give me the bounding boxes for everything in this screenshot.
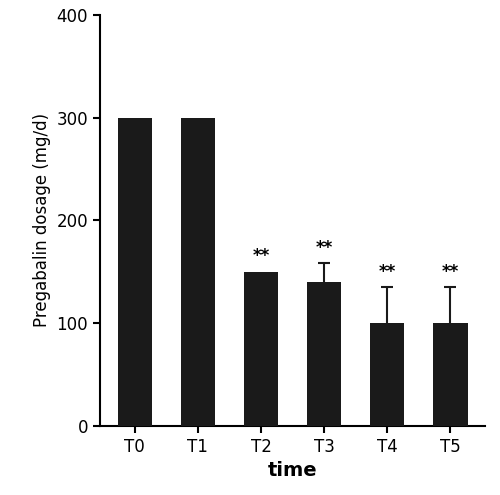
X-axis label: time: time: [268, 461, 318, 480]
Bar: [180, 118, 215, 426]
Text: **: **: [442, 263, 459, 281]
Text: **: **: [252, 248, 270, 265]
Bar: [306, 282, 342, 426]
Bar: [433, 323, 468, 426]
Text: **: **: [378, 263, 396, 281]
Bar: [244, 272, 278, 426]
Bar: [370, 323, 404, 426]
Y-axis label: Pregabalin dosage (mg/d): Pregabalin dosage (mg/d): [33, 113, 51, 327]
Bar: [118, 118, 152, 426]
Text: **: **: [316, 239, 332, 257]
